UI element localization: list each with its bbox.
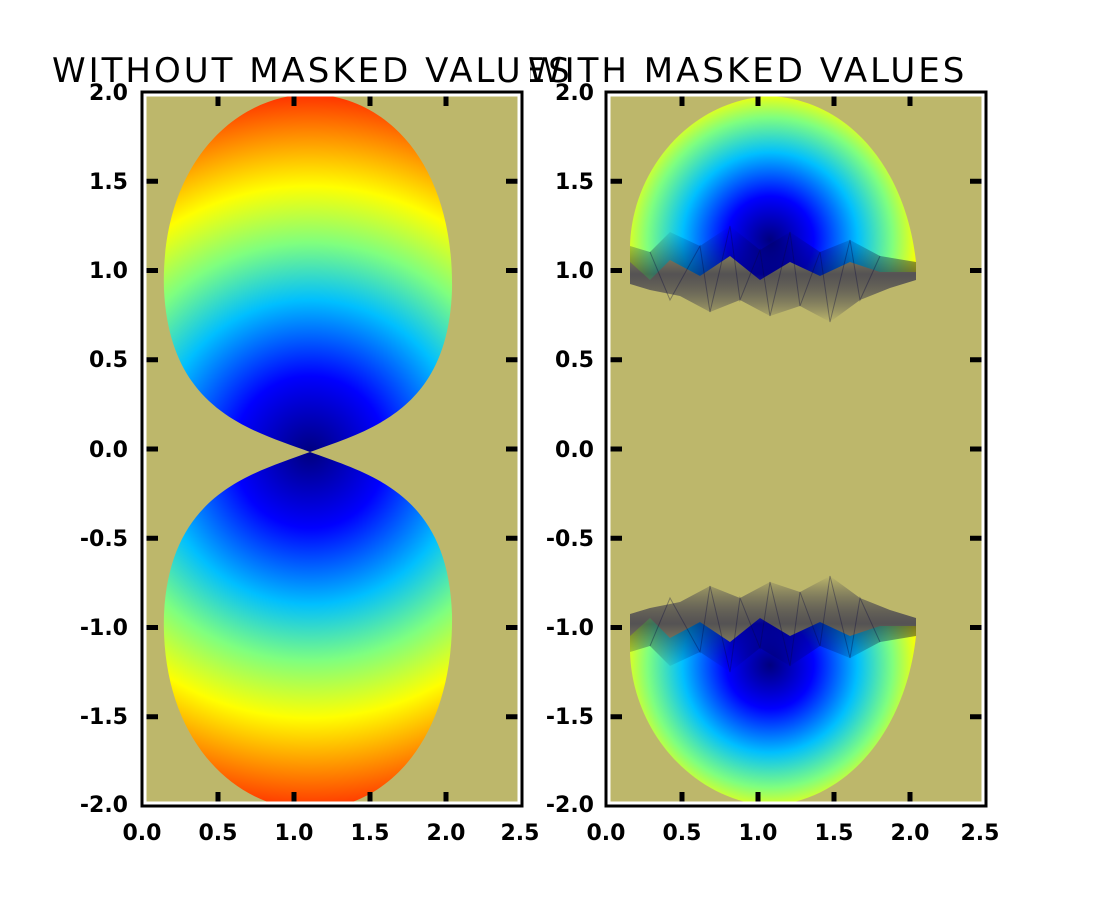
left-y-tick-labels: 2.0 1.5 1.0 0.5 0.0 -0.5 -1.0 -1.5 -2.0 <box>80 81 128 818</box>
left-xtick-label: 2.5 <box>501 821 540 846</box>
left-plot-area <box>142 92 522 806</box>
left-xtick-label: 2.0 <box>427 821 466 846</box>
right-ytick-label: 1.0 <box>555 259 594 284</box>
right-plot-area <box>606 92 986 806</box>
right-lower-mesh <box>649 575 881 673</box>
left-ytick-label: -0.5 <box>80 527 128 552</box>
left-panel: WITHOUT MASKED VALUES 2.0 1.5 1.0 0.5 0.… <box>52 51 573 846</box>
right-ytick-label: -1.5 <box>546 705 594 730</box>
right-y-tick-labels: 2.0 1.5 1.0 0.5 0.0 -0.5 -1.0 -1.5 -2.0 <box>546 81 594 818</box>
left-xtick-label: 1.0 <box>275 821 314 846</box>
right-xtick-label: 2.0 <box>891 821 930 846</box>
right-ytick-label: -1.0 <box>546 616 594 641</box>
right-ytick-label: 0.5 <box>555 348 594 373</box>
right-upper-cap <box>630 96 916 280</box>
right-xtick-label: 1.0 <box>739 821 778 846</box>
right-x-tick-labels: 0.0 0.5 1.0 1.5 2.0 2.5 <box>587 821 1000 846</box>
left-ytick-label: -1.0 <box>80 616 128 641</box>
left-panel-title: WITHOUT MASKED VALUES <box>52 51 573 91</box>
right-ytick-label: -0.5 <box>546 527 594 552</box>
right-frame <box>604 90 988 808</box>
right-ytick-label: 0.0 <box>555 438 594 463</box>
left-ytick-label: -1.5 <box>80 705 128 730</box>
left-ytick-label: -2.0 <box>80 793 128 818</box>
left-frame <box>140 90 524 808</box>
left-xtick-label: 0.0 <box>123 821 162 846</box>
right-panel-title: WITH MASKED VALUES <box>528 51 967 91</box>
left-upper-lobe <box>163 94 453 452</box>
left-xtick-label: 1.5 <box>351 821 390 846</box>
left-ytick-label: 0.5 <box>89 348 128 373</box>
right-panel: WITH MASKED VALUES 2.0 1.5 1.0 0.5 0.0 -… <box>518 40 999 846</box>
right-xtick-label: 2.5 <box>961 821 1000 846</box>
left-xtick-label: 0.5 <box>199 821 238 846</box>
right-upper-masked-edge <box>630 226 916 322</box>
right-ytick-label: 1.5 <box>555 170 594 195</box>
left-ytick-label: 1.5 <box>89 170 128 195</box>
left-lower-lobe <box>163 452 453 806</box>
left-x-tick-labels: 0.0 0.5 1.0 1.5 2.0 2.5 <box>123 821 540 846</box>
title-overlap-gap <box>518 40 530 88</box>
right-upper-mesh <box>649 225 881 323</box>
right-lower-masked-edge <box>630 576 916 672</box>
right-xtick-label: 0.0 <box>587 821 626 846</box>
right-ytick-label: -2.0 <box>546 793 594 818</box>
left-ytick-label: 0.0 <box>89 438 128 463</box>
left-ytick-label: 1.0 <box>89 259 128 284</box>
right-ytick-label: 2.0 <box>555 81 594 106</box>
left-ytick-label: 2.0 <box>89 81 128 106</box>
right-xtick-label: 1.5 <box>815 821 854 846</box>
right-xtick-label: 0.5 <box>663 821 702 846</box>
right-lower-cap <box>630 618 916 806</box>
